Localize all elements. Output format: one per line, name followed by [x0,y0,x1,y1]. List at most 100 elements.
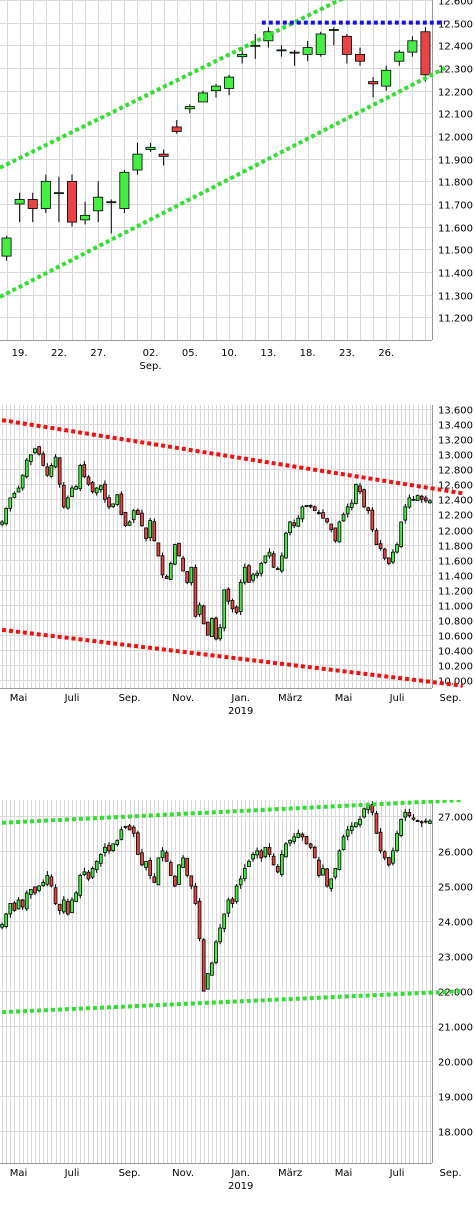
candle-down [370,509,375,530]
candle-up [341,514,346,522]
candle-up [255,572,259,576]
candle-down [292,522,297,527]
candle-down [49,876,54,887]
candle-down [123,511,128,527]
y-tick-label: 11.800 [438,542,473,553]
candle-up [403,811,408,818]
x-tick-label: 22. [51,348,67,359]
y-tick-label: 10.400 [438,647,473,658]
candle-up [119,829,124,840]
candle-up [279,853,284,875]
candle-down [214,617,218,640]
candle-down [300,833,305,838]
y-tick-label: 27.000 [438,813,473,824]
y-tick-label: 12.600 [438,481,473,492]
candle-down [333,527,338,542]
x-tick-label: Jan. [230,693,250,704]
candle-up [391,850,395,864]
chart-long-term-price: 13.600 13.400 13.200 13.000 12.800 12.600 12.4… [0,405,475,800]
y-tick-label: 11.200 [438,587,473,598]
candle-up [205,973,210,990]
candle-down [164,576,169,579]
candle-up [292,836,297,842]
candle-down [135,832,140,855]
candle-down [423,497,428,502]
candle-up [78,875,83,896]
candle-up [399,521,403,547]
y-tick-label: 11.800 [438,178,473,189]
candle-up [337,521,342,543]
candle-down [53,887,58,904]
x-tick-label: 13. [260,348,276,359]
candle-down [419,495,424,500]
candle-up [255,850,259,856]
x-tick-label: März [278,1168,302,1179]
trendline [0,66,447,299]
candle-down [90,482,95,493]
candle-down [411,817,416,820]
candle-up [8,497,13,509]
candle-up [381,69,392,87]
candle-down [271,553,276,568]
candle-up [210,618,214,637]
candle-down [185,857,190,876]
candle-up [250,44,261,47]
candle-up [341,836,346,851]
candle-down [193,885,198,904]
candle-down [378,831,383,852]
candle-up [45,875,50,885]
candle-up [218,927,222,943]
candle-up [177,864,181,885]
candle-up [345,506,350,515]
y-tick-label: 20.000 [438,1058,473,1069]
y-tick-label: 22.000 [438,988,473,999]
candle-down [362,489,366,508]
x-tick-label: Nov. [172,693,194,704]
candle-up [8,903,13,915]
candle-down [61,485,66,508]
candle-up [103,846,107,853]
candle-up [115,494,120,505]
candle-down [368,81,379,85]
y-tick-label: 12.100 [438,110,473,121]
x-tick-label: Juli [64,1168,80,1179]
candle-down [103,483,107,500]
candle-up [145,146,156,150]
candle-up [362,808,366,818]
candle-up [224,76,235,89]
x-tick-label: Juli [389,1168,405,1179]
candle-up [173,544,177,565]
candle-down [386,857,391,866]
candle-up [123,825,128,828]
candle-up [40,180,51,209]
candle-up [74,486,78,490]
y-tick-label: 11.500 [438,246,473,257]
trendline [0,0,345,170]
candle-up [251,853,255,860]
y-tick-label: 12.600 [438,0,473,8]
candle-up [127,521,132,526]
y-tick-label: 26.000 [438,848,473,859]
candle-down [312,506,317,512]
candle-up [82,871,87,876]
candle-down [148,859,153,876]
x-tick-label: 27. [90,348,106,359]
candle-down [160,555,165,576]
candle-up [415,495,420,501]
candle-up [197,92,208,103]
candle-up [4,913,9,927]
candle-down [317,859,321,876]
y-tick-label: 12.000 [438,527,473,538]
x-tick-label: Juli [64,693,80,704]
candle-up [234,885,239,902]
candle-down [247,565,251,583]
candle-down [66,900,70,915]
candle-up [259,563,264,574]
candle-up [156,857,161,886]
candle-up [197,604,202,615]
candle-down [355,54,365,62]
candle-up [16,487,21,493]
candle-down [168,862,173,876]
candle-up [315,33,326,55]
candle-down [358,485,362,493]
